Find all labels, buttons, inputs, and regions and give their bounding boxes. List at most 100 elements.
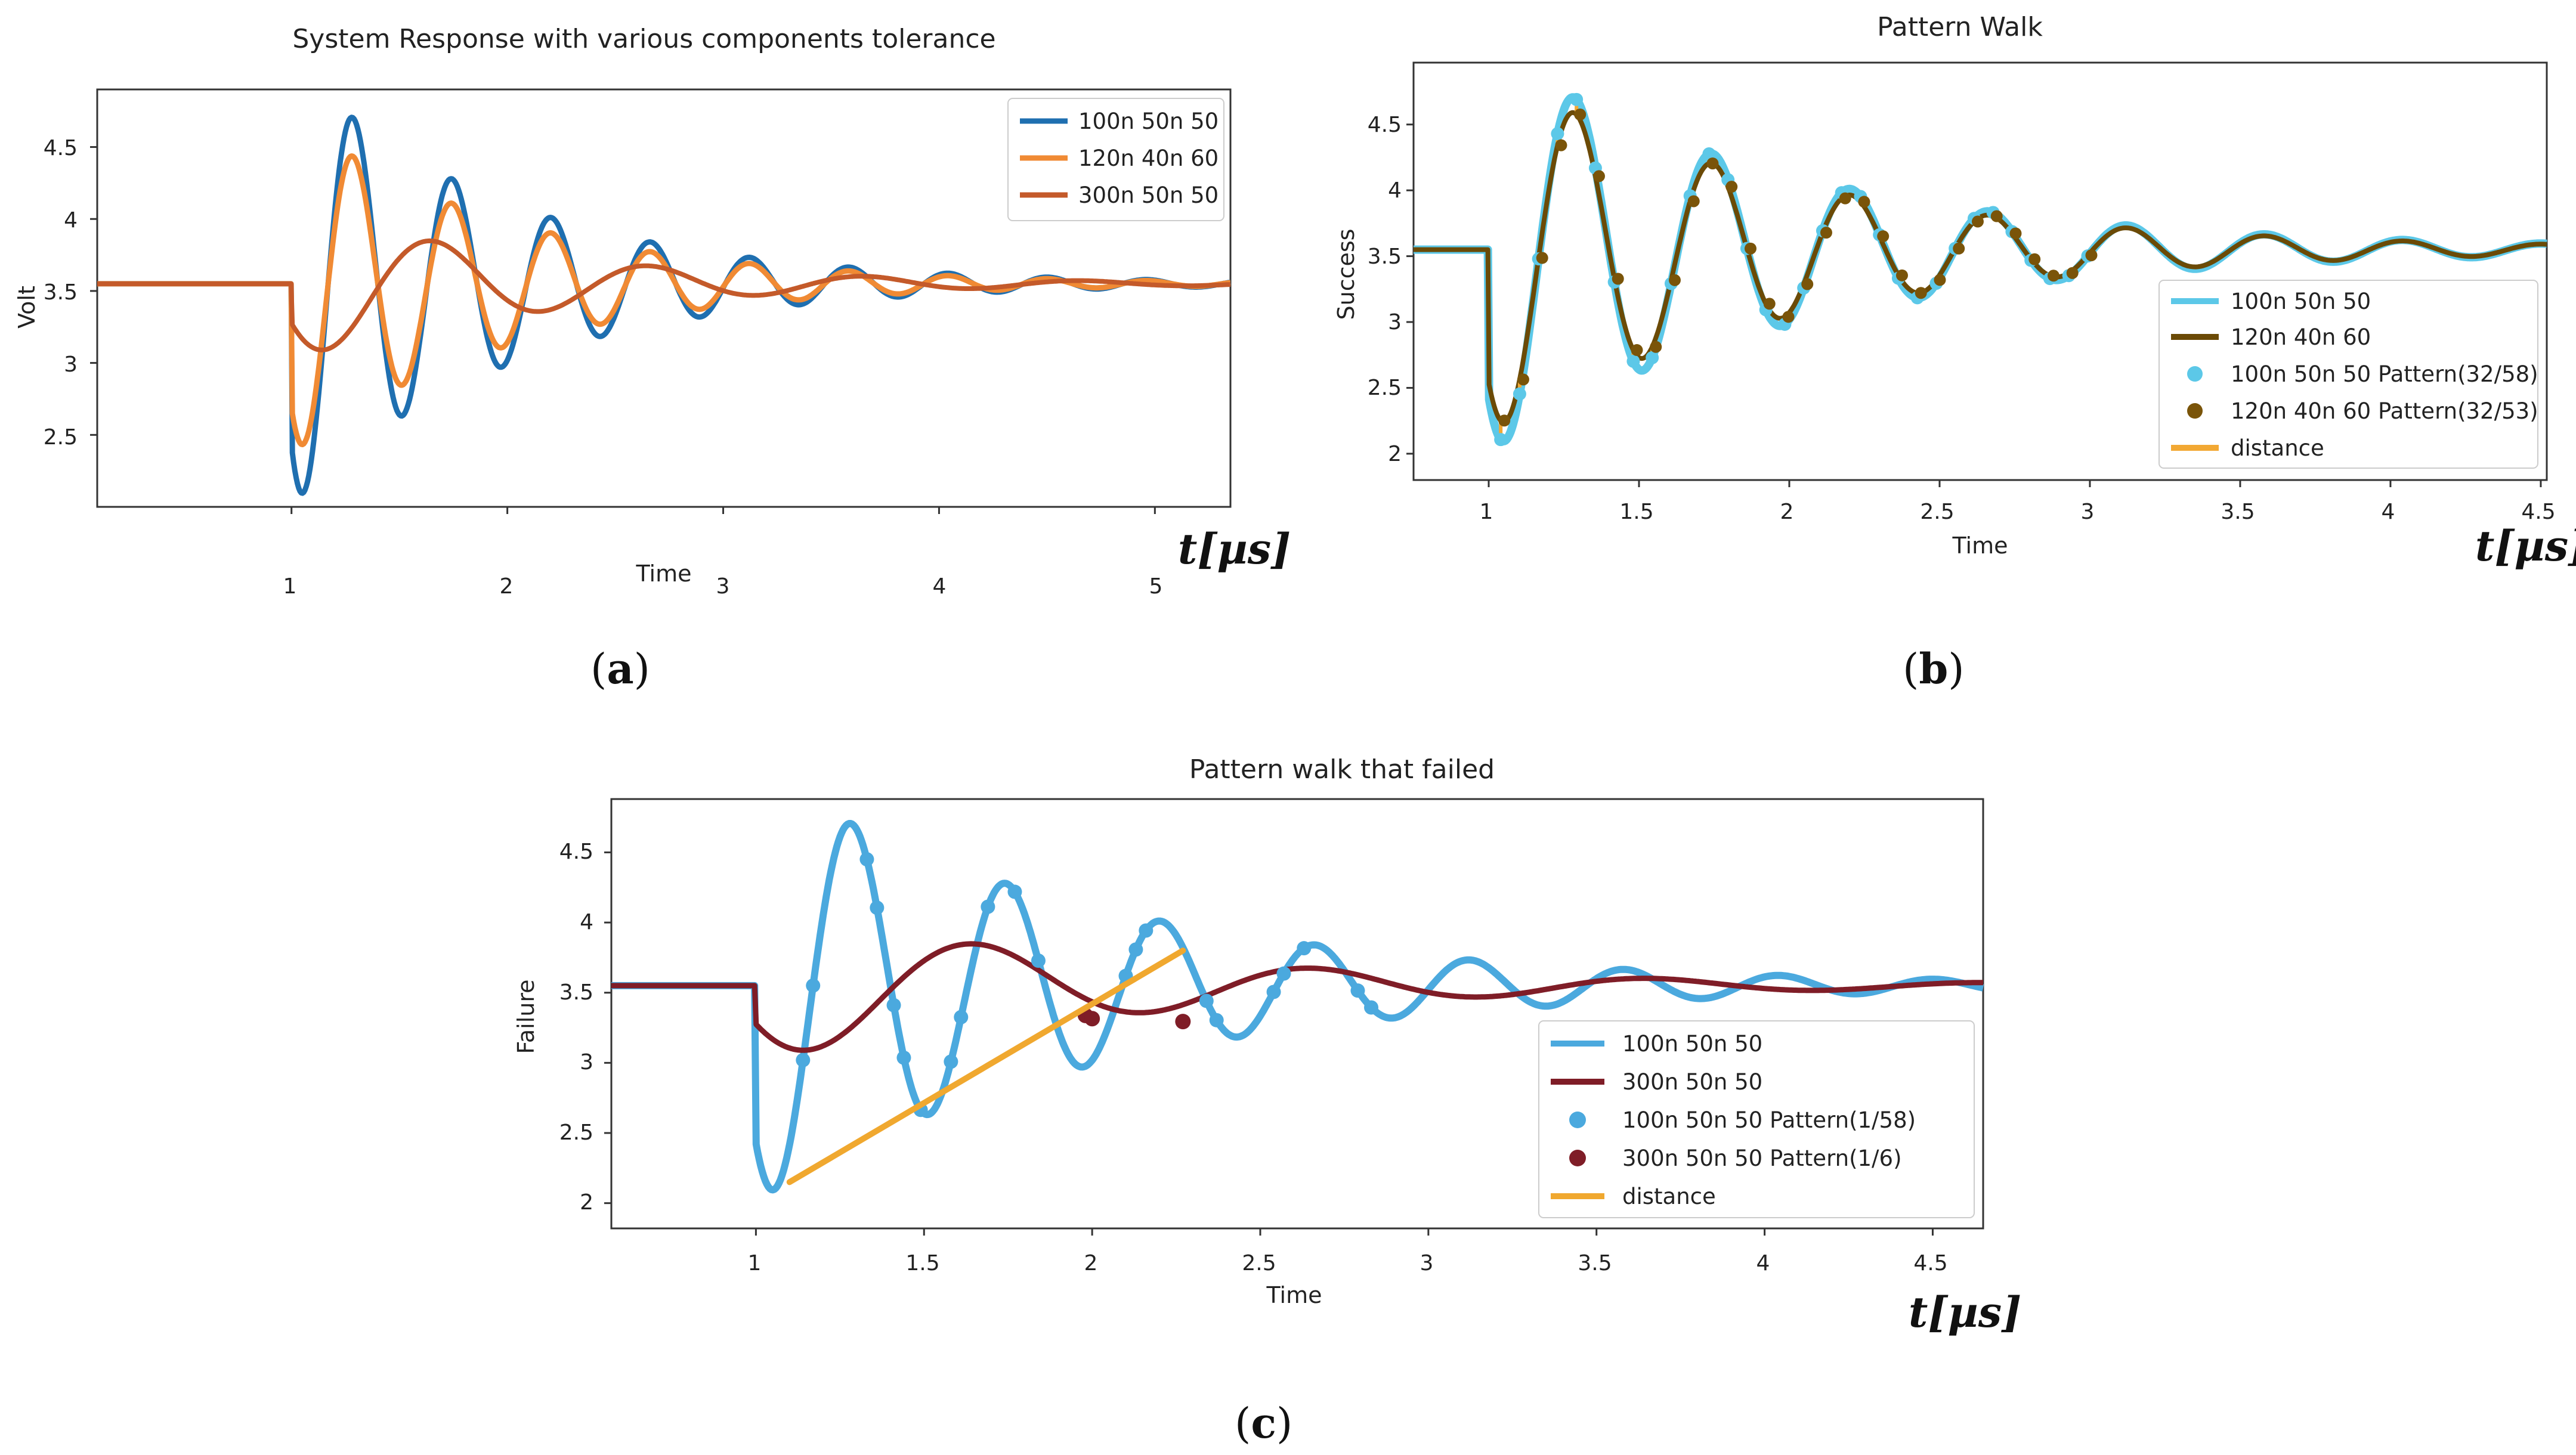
chart-a-legend-entry: 120n 40n 60 <box>1078 146 1219 171</box>
chart-c-pattern-point <box>1276 966 1291 981</box>
chart-c-distance-line <box>786 948 1186 1185</box>
chart-c-pattern-point <box>1199 993 1214 1008</box>
chart-b-pattern-point <box>1570 92 1584 106</box>
chart-b-ylabel: Success <box>1333 229 1359 320</box>
chart-c-xtick: 3 <box>1420 1251 1434 1276</box>
chart-c-ytick: 4 <box>580 910 593 934</box>
chart-c-ytick: 3.5 <box>559 980 593 1005</box>
panel-label-c: (c) <box>1235 1398 1293 1448</box>
chart-b-ytick: 4 <box>1388 178 1402 203</box>
chart-c-xtick: 2.5 <box>1242 1251 1276 1276</box>
chart-c-xtick: 1.5 <box>905 1251 939 1276</box>
chart-b-time-unit: t[µs] <box>2475 521 2576 571</box>
chart-b-xtick: 2.5 <box>1920 500 1954 524</box>
chart-b-ytick: 3.5 <box>1368 244 1402 269</box>
chart-b-pattern-point <box>1494 433 1508 447</box>
chart-b-pattern-point <box>1702 147 1716 161</box>
chart-b-xlabel: Time <box>1952 533 2008 559</box>
chart-c-ytick: 2.5 <box>559 1120 593 1145</box>
chart-c-pattern-point <box>796 1052 811 1067</box>
chart-b-title: Pattern Walk <box>1877 12 2043 42</box>
panel-label-a: (a) <box>590 644 650 694</box>
chart-b-legend-swatch <box>2187 403 2203 419</box>
chart-b-xtick: 3 <box>2081 500 2095 524</box>
chart-c-ytick: 4.5 <box>559 840 593 864</box>
chart-c-xtick: 3.5 <box>1578 1251 1612 1276</box>
chart-c: Pattern walk that failed 1 1.5 2 2.5 3 3… <box>513 754 2021 1337</box>
chart-c-pattern-point <box>1350 983 1365 998</box>
chart-c-ylabel: Failure <box>513 979 539 1054</box>
chart-a-legend: 100n 50n 50 120n 40n 60 300n 50n 50 <box>1007 98 1224 221</box>
chart-c-pattern-point <box>944 1054 958 1069</box>
chart-b-pattern-point <box>1971 215 1984 228</box>
chart-b-ytick: 3 <box>1388 310 1402 335</box>
chart-c-ytick: 3 <box>580 1050 593 1075</box>
chart-a-legend-frame <box>1007 98 1224 221</box>
chart-b-pattern-point <box>1555 139 1567 151</box>
chart-a-ytick: 4 <box>64 208 78 233</box>
chart-c-pattern-point <box>954 1010 969 1024</box>
chart-c-pattern-point <box>1139 923 1154 938</box>
chart-b-legend: 100n 50n 50 120n 40n 60 100n 50n 50 Patt… <box>2158 280 2538 469</box>
chart-a-xlabel: Time <box>636 561 692 587</box>
chart-b-pattern-point <box>1858 196 1870 208</box>
chart-b-xtick: 1.5 <box>1619 500 1653 524</box>
chart-c-legend-swatch <box>1569 1112 1586 1128</box>
chart-b-pattern-point <box>1612 273 1624 285</box>
chart-a-title: System Response with various components … <box>292 24 995 54</box>
chart-b-pattern-point <box>1953 242 1965 255</box>
chart-c-pattern-point <box>870 900 885 915</box>
chart-c-pattern-point <box>1266 985 1281 999</box>
chart-c-pattern-point <box>806 978 821 993</box>
chart-c-ytick: 2 <box>580 1190 593 1215</box>
chart-b-pattern-point <box>1895 269 1908 281</box>
chart-a-xtick: 2 <box>500 574 514 599</box>
chart-b-pattern-point <box>1990 210 2003 222</box>
chart-c-pattern-point <box>1297 941 1312 956</box>
chart-c-series <box>609 820 1986 1194</box>
chart-a-time-unit: t[µs] <box>1178 524 1291 574</box>
chart-c-xtick: 4 <box>1756 1251 1770 1276</box>
chart-a-ylabel: Volt <box>14 286 40 329</box>
chart-b-legend-entry: 100n 50n 50 Pattern(32/58) <box>2231 361 2538 387</box>
chart-b-legend-swatch <box>2187 366 2203 382</box>
chart-b-xtick: 4.5 <box>2521 500 2555 524</box>
chart-c-legend-swatch <box>1569 1150 1586 1166</box>
chart-b-pattern-point <box>2066 267 2079 279</box>
chart-b-pattern-point <box>1513 387 1526 401</box>
chart-a: System Response with various components … <box>14 24 1291 599</box>
chart-b-pattern-points <box>1494 92 2098 447</box>
chart-b-pattern-point <box>2085 249 2098 262</box>
chart-c-pattern-point <box>896 1050 911 1065</box>
chart-b-pattern-point <box>1782 311 1795 323</box>
chart-b-xtick: 4 <box>2382 500 2395 524</box>
chart-c-pattern-point <box>1128 942 1143 957</box>
chart-b-legend-entry: 100n 50n 50 <box>2231 289 2371 314</box>
chart-c-tick-marks <box>604 851 1934 1236</box>
chart-b-pattern-point <box>1646 351 1659 364</box>
chart-c-legend-entry: 100n 50n 50 <box>1622 1031 1762 1057</box>
chart-c-pattern-point <box>1084 1011 1100 1027</box>
chart-b-pattern-point <box>1706 157 1719 170</box>
chart-b-pattern-point <box>1934 274 1946 286</box>
chart-b-legend-frame <box>2158 280 2538 469</box>
chart-a-series <box>95 114 1232 496</box>
chart-b: Pattern Walk 1 1.5 2 2.5 3 3.5 4 4.5 2 2… <box>1333 12 2576 571</box>
chart-b-pattern-point <box>1801 278 1814 290</box>
chart-b-pattern-point <box>1551 127 1564 141</box>
chart-c-pattern-point <box>1007 884 1022 899</box>
chart-c-legend-entry: distance <box>1622 1184 1716 1209</box>
chart-c-legend-entry: 300n 50n 50 <box>1622 1069 1762 1095</box>
chart-b-xtick: 3.5 <box>2221 500 2255 524</box>
chart-a-xtick: 1 <box>283 574 297 599</box>
chart-c-pattern-point <box>1364 1000 1379 1015</box>
chart-b-tick-marks <box>1406 123 2542 487</box>
chart-b-ytick: 4.5 <box>1368 113 1402 137</box>
chart-b-pattern-point <box>1592 170 1605 182</box>
chart-b-pattern-point <box>1725 181 1738 193</box>
chart-c-xtick: 1 <box>748 1251 762 1276</box>
chart-c-legend-frame <box>1538 1020 1975 1218</box>
chart-b-xtick: 1 <box>1480 500 1493 524</box>
chart-a-ytick: 2.5 <box>44 425 78 450</box>
chart-a-ytick: 4.5 <box>44 136 78 160</box>
